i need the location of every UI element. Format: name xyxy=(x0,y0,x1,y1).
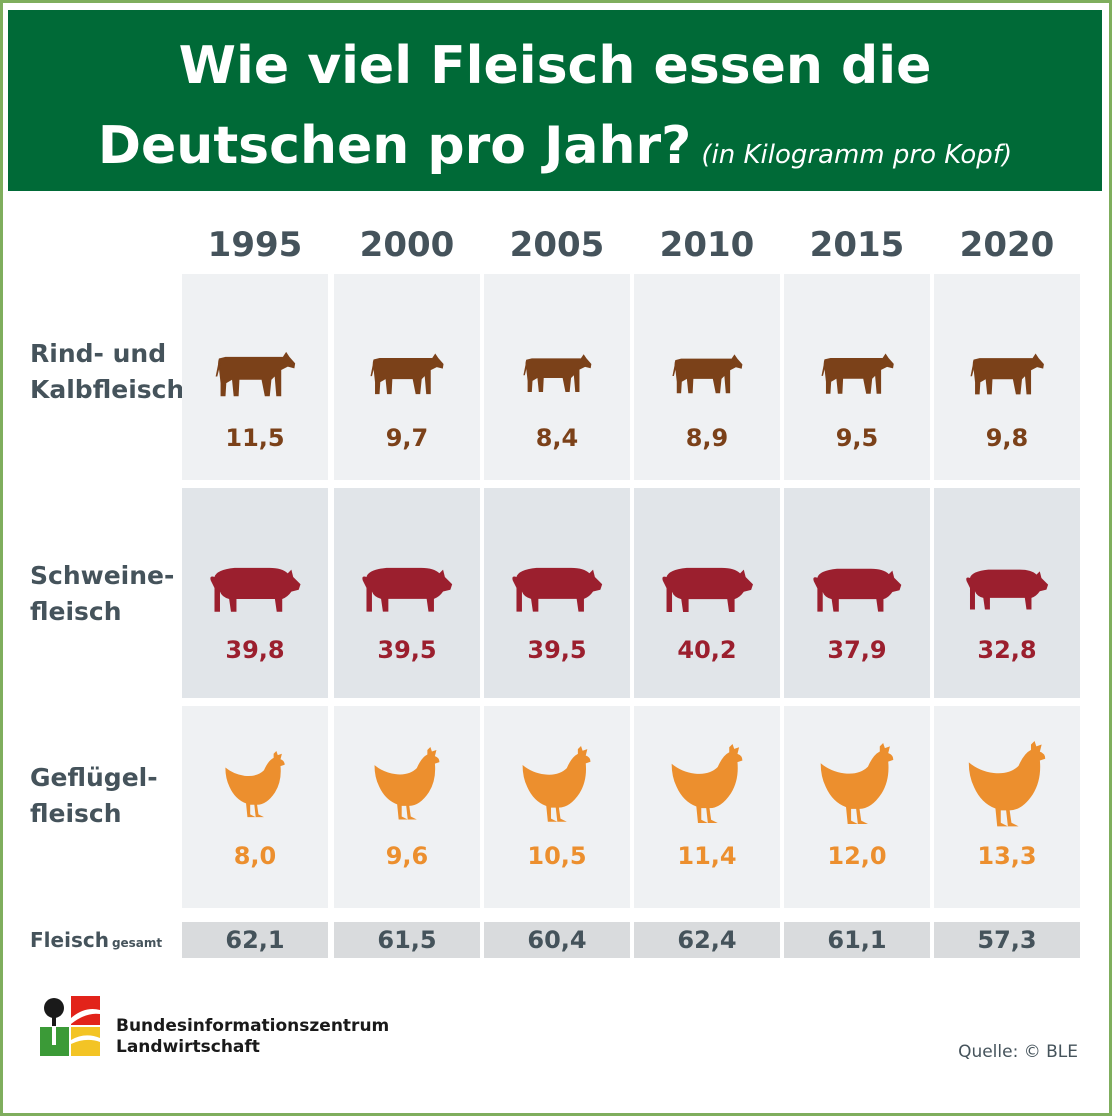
chicken-icon xyxy=(374,747,440,820)
value-label: 11,4 xyxy=(677,842,737,870)
total-label-small: gesamt xyxy=(111,936,163,950)
title-line-1: Wie viel Fleisch essen die xyxy=(178,36,932,96)
source-note: Quelle: © BLE xyxy=(958,1042,1078,1062)
subtitle: (in Kilogramm pro Kopf) xyxy=(701,140,1013,170)
value-label: 10,5 xyxy=(527,842,587,870)
cow-icon xyxy=(215,351,296,396)
value-label: 39,5 xyxy=(377,636,437,664)
cow-icon xyxy=(370,353,444,394)
pig-icon xyxy=(966,570,1049,610)
total-value: 61,5 xyxy=(334,922,480,958)
pig-icon xyxy=(362,568,453,612)
total-value: 62,4 xyxy=(634,922,780,958)
chicken-icon xyxy=(225,750,285,817)
value-label: 11,5 xyxy=(225,424,285,452)
pig-icon xyxy=(662,567,753,613)
value-label: 9,7 xyxy=(385,424,429,452)
value-label: 37,9 xyxy=(827,636,887,664)
bzl-logo-icon xyxy=(40,996,100,1056)
title-main: Deutschen pro Jahr? xyxy=(97,116,692,176)
value-label: 8,0 xyxy=(233,842,277,870)
value-label: 40,2 xyxy=(677,636,737,664)
value-label: 39,5 xyxy=(527,636,587,664)
value-label: 39,8 xyxy=(225,636,285,664)
total-label-main: Fleisch xyxy=(30,928,109,952)
total-label: Fleisch gesamt xyxy=(30,922,162,961)
pig-icon xyxy=(512,568,603,612)
year-header: 2000 xyxy=(359,225,455,265)
title-banner: Wie viel Fleisch essen die Deutschen pro… xyxy=(8,10,1102,191)
pig-icon xyxy=(813,568,902,612)
value-label: 8,9 xyxy=(685,424,729,452)
title-line-2: Deutschen pro Jahr? (in Kilogramm pro Kop… xyxy=(8,114,1102,187)
chicken-icon xyxy=(671,743,743,823)
cow-icon xyxy=(821,353,894,394)
row-label: Geflügel- fleisch xyxy=(30,763,158,828)
value-label: 9,5 xyxy=(835,424,879,452)
row-label: Schweine- fleisch xyxy=(30,561,175,626)
pig-icon xyxy=(210,568,301,612)
value-label: 12,0 xyxy=(827,842,887,870)
year-header: 1995 xyxy=(207,225,303,265)
value-label: 9,8 xyxy=(985,424,1029,452)
total-value: 57,3 xyxy=(934,922,1080,958)
total-value: 62,1 xyxy=(182,922,328,958)
value-label: 13,3 xyxy=(977,842,1037,870)
cow-icon xyxy=(970,353,1045,394)
value-label: 8,4 xyxy=(535,424,579,452)
organization-name: Bundesinformationszentrum Landwirtschaft xyxy=(116,1016,390,1057)
chicken-icon xyxy=(523,745,591,822)
total-value: 61,1 xyxy=(784,922,930,958)
cow-icon xyxy=(672,353,743,393)
chicken-icon xyxy=(820,742,894,824)
chicken-icon xyxy=(968,740,1046,826)
total-value: 60,4 xyxy=(484,922,630,958)
row-label: Rind- und Kalbfleisch xyxy=(30,339,185,404)
year-header: 2015 xyxy=(809,225,905,265)
value-label: 32,8 xyxy=(977,636,1037,664)
year-header: 2020 xyxy=(959,225,1055,265)
year-header: 2010 xyxy=(659,225,755,265)
cow-icon xyxy=(523,354,592,393)
value-label: 9,6 xyxy=(385,842,429,870)
year-header: 2005 xyxy=(509,225,605,265)
